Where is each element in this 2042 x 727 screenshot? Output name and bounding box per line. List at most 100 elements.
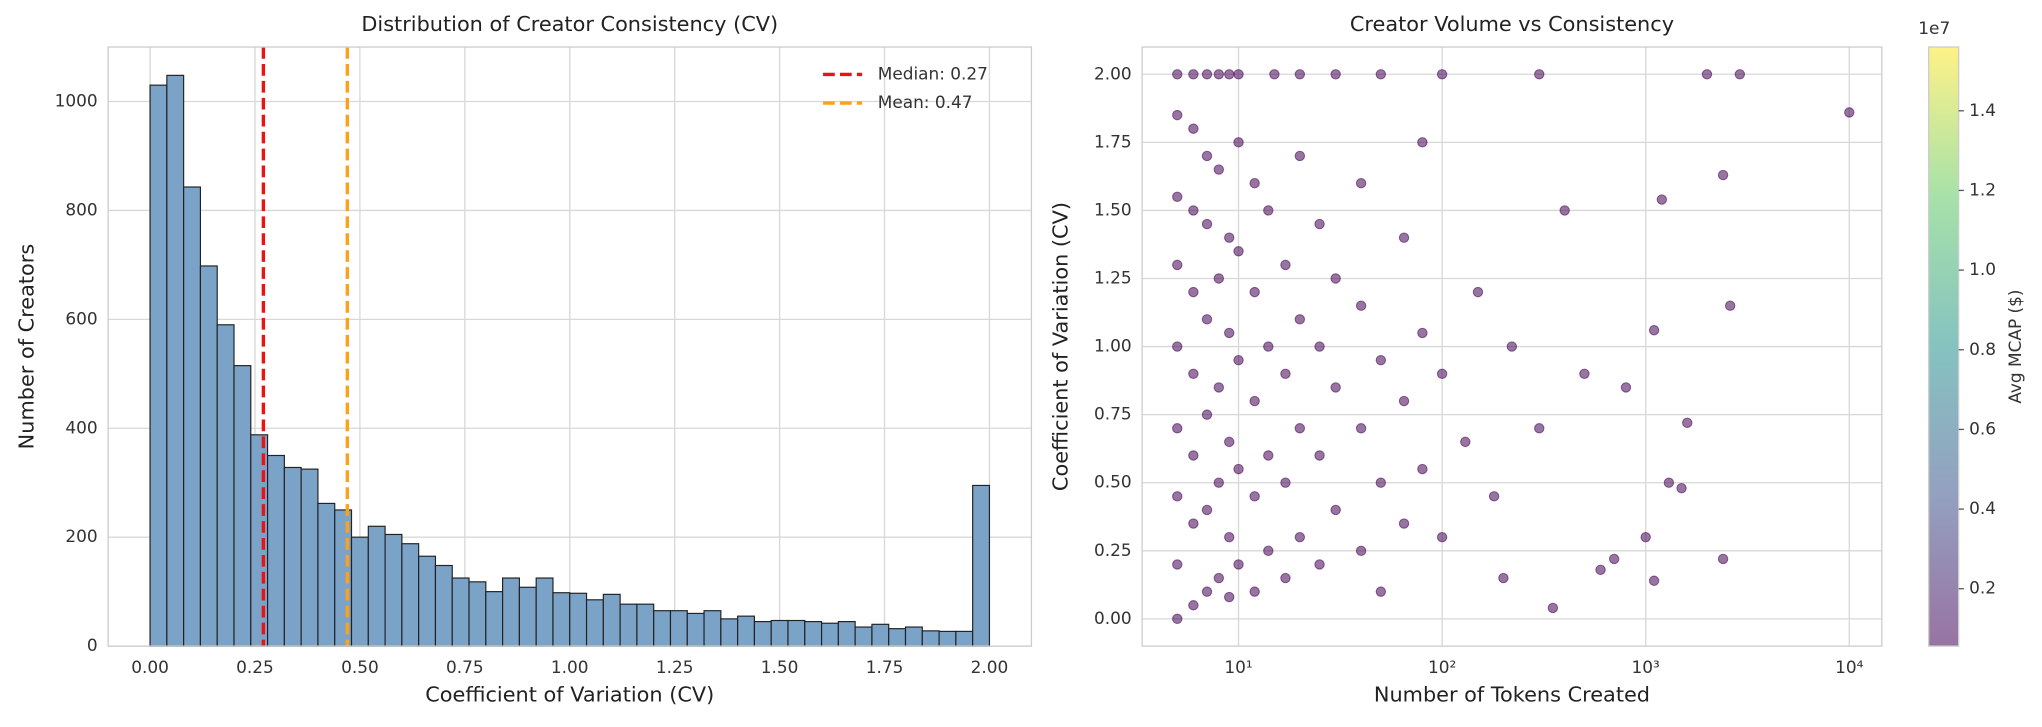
- scatter-point: [1640, 531, 1651, 543]
- histogram-bar: [955, 630, 974, 647]
- scatter-point: [1375, 477, 1387, 488]
- colorbar: [1928, 46, 1960, 647]
- scatter-point: [1330, 273, 1341, 284]
- x-tick-label: 10⁴: [1835, 657, 1864, 677]
- colorbar-label: Avg MCAP ($): [2005, 289, 2025, 403]
- colorbar-tick-label: 0.8: [1969, 339, 1996, 359]
- scatter-point: [1294, 531, 1306, 543]
- scatter-point: [1724, 300, 1736, 311]
- legend-label: Median: 0.27: [878, 63, 988, 83]
- scatter-point: [1201, 314, 1213, 325]
- scatter-point: [1224, 531, 1235, 543]
- histogram-bar: [283, 466, 302, 647]
- x-tick-label: 10²: [1428, 657, 1456, 677]
- scatter-point: [1233, 354, 1244, 366]
- scatter-point: [1355, 177, 1367, 189]
- scatter-point: [1233, 69, 1244, 80]
- y-tick-label: 200: [65, 526, 97, 546]
- scatter-point: [1224, 232, 1235, 243]
- histogram-bar: [770, 619, 789, 647]
- scatter-point: [1375, 69, 1387, 80]
- histogram-bar: [216, 324, 235, 647]
- scatter-point: [1201, 586, 1213, 597]
- histogram-bar: [888, 628, 907, 647]
- y-tick-label: 1.00: [1094, 336, 1132, 356]
- scatter-point: [1263, 545, 1274, 557]
- scatter-point: [1436, 531, 1448, 543]
- histogram-bar: [669, 610, 688, 647]
- histogram-bar: [166, 74, 185, 647]
- histogram-bar: [233, 365, 252, 647]
- scatter-point: [1249, 491, 1260, 502]
- y-tick-label: 1.75: [1094, 131, 1132, 151]
- scatter-point: [1488, 491, 1500, 502]
- histogram-bar: [921, 630, 940, 647]
- scatter-point: [1213, 382, 1225, 393]
- histogram-bar: [720, 618, 739, 647]
- scatter-point: [1314, 450, 1325, 461]
- histogram-bar: [199, 265, 218, 647]
- x-tick-label: 1.50: [761, 657, 799, 677]
- colorbar-tick-label: 0.4: [1969, 498, 1996, 518]
- colorbar-tick-label: 0.2: [1969, 578, 1996, 598]
- scatter-point: [1620, 382, 1632, 393]
- scatter-point: [1213, 273, 1225, 284]
- x-tick-label: 2.00: [971, 657, 1009, 677]
- y-tick-label: 800: [65, 199, 97, 219]
- x-axis-label: Number of Tokens Created: [1374, 683, 1650, 707]
- scatter-point: [1472, 286, 1484, 298]
- histogram-bar: [804, 621, 823, 647]
- scatter-point: [1213, 572, 1225, 584]
- histogram-bar: [384, 533, 403, 647]
- x-tick-label: 0.00: [131, 657, 169, 677]
- scatter-point: [1188, 600, 1199, 611]
- scatter-point: [1269, 69, 1280, 80]
- y-tick-label: 1.25: [1094, 267, 1132, 287]
- scatter-point: [1249, 586, 1260, 597]
- histogram-bar: [636, 603, 655, 647]
- histogram-bar: [451, 577, 470, 647]
- scatter-point: [1294, 150, 1306, 162]
- chart-title: Distribution of Creator Consistency (CV): [361, 12, 778, 36]
- scatter-point: [1213, 69, 1225, 80]
- y-tick-label: 600: [65, 308, 97, 328]
- histogram-bar: [149, 84, 168, 647]
- scatter-point: [1648, 325, 1660, 336]
- scatter-point: [1676, 482, 1687, 494]
- x-axis-label: Coefficient of Variation (CV): [425, 683, 714, 707]
- scatter-point: [1682, 417, 1693, 429]
- scatter-point: [1734, 69, 1746, 80]
- scatter-point: [1417, 327, 1428, 339]
- scatter-point: [1224, 436, 1235, 448]
- scatter-point: [1201, 150, 1213, 162]
- scatter-point: [1330, 382, 1341, 393]
- plot-border: [107, 46, 1033, 647]
- y-tick-label: 0.50: [1094, 472, 1132, 492]
- scatter-point: [1534, 423, 1545, 434]
- colorbar-tick-label: 1.4: [1969, 100, 1996, 120]
- colorbar-tick-label: 0.6: [1969, 418, 1996, 438]
- y-tick-label: 2.00: [1094, 63, 1132, 83]
- scatter-point: [1436, 368, 1448, 380]
- x-tick-label: 0.50: [341, 657, 379, 677]
- y-tick-label: 1000: [55, 91, 98, 111]
- y-tick-label: 400: [65, 417, 97, 437]
- scatter-point: [1249, 286, 1260, 298]
- scatter-point: [1233, 463, 1244, 475]
- histogram-bar: [938, 630, 957, 647]
- scatter-point: [1188, 450, 1199, 461]
- scatter-point: [1375, 354, 1387, 366]
- y-axis-label: Coefficient of Variation (CV): [1048, 202, 1072, 491]
- scatter-point: [1559, 205, 1570, 216]
- scatter-point: [1547, 602, 1559, 614]
- scatter-point: [1280, 259, 1291, 271]
- scatter-point: [1188, 205, 1199, 216]
- scatter-point: [1188, 69, 1199, 80]
- scatter-point: [1506, 341, 1518, 352]
- x-tick-label: 0.25: [236, 657, 274, 677]
- scatter-point: [1436, 69, 1448, 80]
- scatter-point: [1663, 477, 1675, 488]
- x-tick-label: 1.25: [656, 657, 694, 677]
- histogram-bar: [904, 626, 923, 647]
